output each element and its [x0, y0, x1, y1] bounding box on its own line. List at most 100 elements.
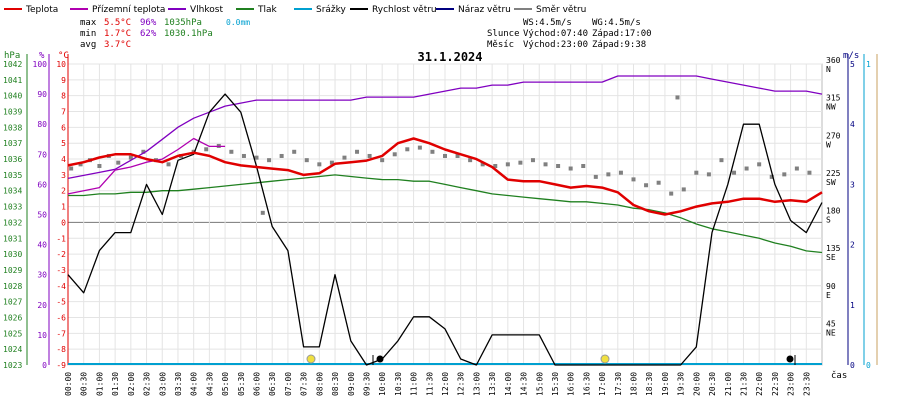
pressure-tick-label: 1038: [3, 123, 22, 132]
grid: [67, 63, 823, 366]
pressure-tick-label: 1030: [3, 250, 22, 259]
temperature-tick-label: 4: [61, 155, 66, 164]
direction-tick-value: 315: [826, 94, 841, 103]
time-tick-label: 07:30: [300, 372, 309, 396]
unit-pct: %: [39, 51, 45, 61]
direction-tick-label: NE: [826, 328, 836, 337]
info-mesic: Měsíc: [487, 40, 514, 50]
direction-point: [304, 158, 309, 163]
time-tick-label: 02:30: [143, 372, 152, 396]
direction-point: [78, 162, 83, 167]
humidity-tick-label: 40: [37, 241, 47, 250]
stat-max-rain: 0.0mm: [226, 18, 250, 27]
direction-tick-label: SE: [826, 253, 836, 262]
humidity-tick-label: 60: [37, 180, 47, 189]
time-tick-label: 04:00: [190, 372, 199, 396]
rain-tick-label: 1: [866, 60, 871, 69]
humidity-tick-label: 0: [42, 361, 47, 370]
direction-point: [405, 147, 410, 152]
legend-label: Náraz větru: [458, 5, 511, 15]
stat-avg-label: avg: [80, 40, 96, 50]
time-tick-label: 22:00: [755, 372, 764, 396]
direction-point: [568, 166, 573, 171]
pressure-tick-label: 1036: [3, 155, 22, 164]
direction-point: [355, 149, 360, 154]
time-tick-label: 08:30: [331, 372, 340, 396]
time-tick-label: 14:30: [520, 372, 529, 396]
time-tick-label: 16:00: [567, 372, 576, 396]
direction-point: [417, 145, 422, 150]
direction-point: [618, 170, 623, 175]
direction-point: [644, 183, 649, 188]
pressure-tick-label: 1026: [3, 313, 22, 322]
time-tick-label: 10:00: [378, 372, 387, 396]
direction-point: [744, 166, 749, 171]
info-slunce: Slunce: [487, 29, 520, 39]
direction-point: [530, 158, 535, 163]
time-tick-label: 16:30: [582, 372, 591, 396]
stat-min-press: 1030.1hPa: [164, 29, 213, 39]
humidity-tick-label: 30: [37, 271, 47, 280]
pressure-tick-label: 1025: [3, 329, 22, 338]
direction-point: [681, 187, 686, 192]
pressure-tick-label: 1040: [3, 92, 22, 101]
legend-label: Tlak: [257, 5, 278, 15]
pressure-tick-label: 1023: [3, 361, 22, 370]
direction-point: [279, 153, 284, 158]
info-mesic-zapad: Západ:9:38: [592, 40, 646, 50]
humidity-tick-label: 50: [37, 211, 47, 220]
time-tick-label: 11:00: [410, 372, 419, 396]
direction-point: [807, 170, 812, 175]
time-tick-label: 21:00: [724, 372, 733, 396]
direction-tick-value: 45: [826, 319, 836, 328]
time-tick-label: 03:30: [174, 372, 183, 396]
direction-point: [518, 160, 523, 165]
time-tick-label: 12:30: [457, 372, 466, 396]
temperature-tick-label: 2: [61, 187, 66, 196]
wind-tick-label: 0: [850, 361, 855, 370]
unit-ms: m/s: [843, 51, 859, 61]
direction-point: [97, 164, 102, 169]
pressure-tick-label: 1028: [3, 282, 22, 291]
stat-max-temp: 5.5°C: [104, 18, 131, 28]
direction-tick-value: 360: [826, 56, 841, 65]
direction-point: [606, 172, 611, 177]
direction-point: [556, 164, 561, 169]
direction-point: [769, 174, 774, 179]
direction-tick-value: 135: [826, 244, 841, 253]
stat-min-hum: 62%: [140, 29, 157, 39]
temperature-tick-label: -1: [56, 234, 66, 243]
pressure-tick-label: 1024: [3, 345, 22, 354]
axes: 1042104110401039103810371036103510341033…: [3, 54, 878, 396]
time-tick-label: 19:30: [677, 372, 686, 396]
temperature-tick-label: 3: [61, 171, 66, 180]
direction-tick-label: E: [826, 291, 831, 300]
info-mesic-vychod: Východ:23:00: [523, 40, 588, 50]
direction-tick-label: S: [826, 216, 831, 225]
moonrise-marker: [786, 355, 794, 363]
pressure-tick-label: 1042: [3, 60, 22, 69]
time-tick-label: 00:30: [80, 372, 89, 396]
direction-point: [656, 180, 661, 185]
legend-label: Rychlost větru: [372, 5, 437, 15]
humidity-tick-label: 10: [37, 331, 47, 340]
time-tick-label: 15:00: [535, 372, 544, 396]
pressure-tick-label: 1035: [3, 171, 22, 180]
time-tick-label: 19:00: [661, 372, 670, 396]
temperature-tick-label: -7: [56, 329, 66, 338]
time-tick-label: 11:30: [425, 372, 434, 396]
stats-block: max 5.5°C 96% 1035hPa 0.0mm min 1.7°C 62…: [80, 18, 250, 50]
pressure-tick-label: 1041: [3, 76, 22, 85]
direction-point: [128, 155, 133, 160]
direction-point: [342, 155, 347, 160]
time-tick-label: 18:30: [645, 372, 654, 396]
time-tick-label: 23:30: [802, 372, 811, 396]
direction-point: [166, 162, 171, 167]
time-tick-label: 00:00: [64, 372, 73, 396]
unit-cas: čas: [831, 370, 847, 381]
direction-point: [669, 191, 674, 196]
wind-speed-series: [67, 93, 823, 366]
direction-point: [69, 166, 74, 171]
temperature-tick-label: -9: [56, 361, 66, 370]
stat-max-hum: 96%: [140, 18, 157, 28]
